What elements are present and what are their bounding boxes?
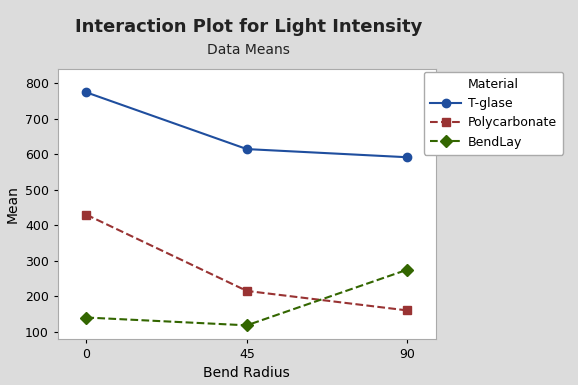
X-axis label: Bend Radius: Bend Radius bbox=[203, 367, 290, 380]
Text: Data Means: Data Means bbox=[207, 43, 290, 57]
Line: T-glase: T-glase bbox=[82, 88, 412, 161]
Line: BendLay: BendLay bbox=[82, 266, 412, 330]
T-glase bbox=[83, 90, 90, 95]
Line: Polycarbonate: Polycarbonate bbox=[82, 211, 412, 315]
Polycarbonate bbox=[243, 289, 250, 293]
Y-axis label: Mean: Mean bbox=[5, 185, 19, 223]
T-glase bbox=[404, 155, 411, 159]
BendLay bbox=[83, 315, 90, 320]
Text: Interaction Plot for Light Intensity: Interaction Plot for Light Intensity bbox=[75, 18, 422, 36]
Legend: T-glase, Polycarbonate, BendLay: T-glase, Polycarbonate, BendLay bbox=[424, 72, 563, 155]
BendLay bbox=[404, 267, 411, 272]
BendLay bbox=[243, 323, 250, 328]
T-glase bbox=[243, 147, 250, 151]
Polycarbonate bbox=[404, 308, 411, 313]
Polycarbonate bbox=[83, 213, 90, 217]
